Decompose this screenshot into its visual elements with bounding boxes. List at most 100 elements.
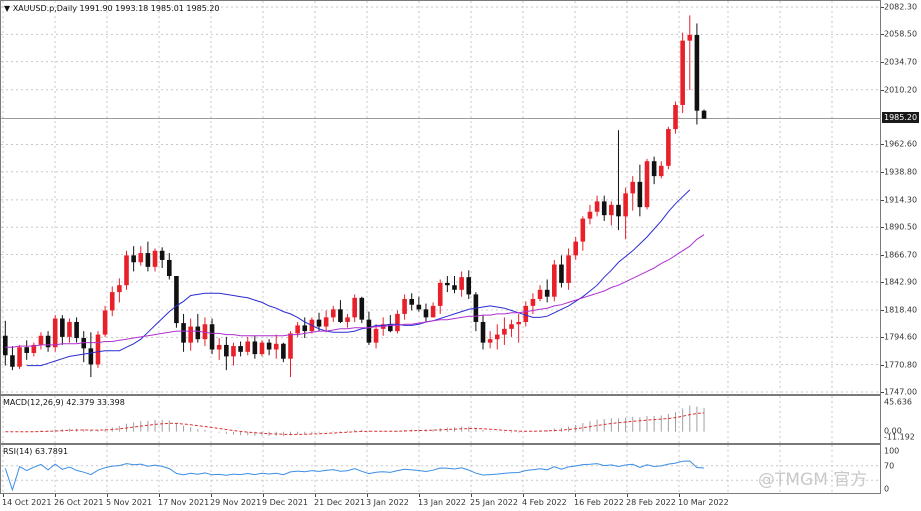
date-axis-tick [523,494,524,497]
candle-bear [252,341,258,355]
candle-bull [395,313,400,332]
candle-bull [523,305,529,322]
candle-bull [124,255,129,286]
candle-bull [188,326,193,343]
candle-bull [67,321,72,337]
candle-bull [288,333,293,359]
watermark: @TMGM 官方 [758,470,868,490]
date-axis-label: 17 Nov 2021 [158,498,210,507]
candle-bear [45,335,51,348]
candle-bear [316,319,322,327]
price-axis-tick [881,310,884,312]
date-axis-tick [3,494,4,497]
date-axis-tick [55,494,56,497]
date-axis-tick [679,494,680,497]
candle-bear [131,255,136,263]
candle-bear [159,250,165,260]
candle-bear [338,309,343,322]
candle-bull [680,40,685,105]
candle-bull [459,277,464,290]
rsi-axis-label: 0 [884,484,890,494]
price-axis-label: 2034.70 [884,57,918,67]
candle-bull [509,324,514,329]
price-axis-tick [881,364,884,366]
date-axis-tick [575,494,576,497]
rsi-line [4,460,705,492]
date-axis-tick [315,494,316,497]
price-axis-tick [881,254,884,256]
candle-bull [373,328,379,343]
candle-bull [109,292,115,311]
candle-bull [580,218,586,242]
candle-bull [487,339,493,343]
date-axis-label: 26 Oct 2021 [54,498,104,507]
macd-axis-label: -11.192 [884,432,915,442]
date-axis-tick [211,494,212,497]
macd-title: MACD(12,26,9) 42.379 33.398 [3,398,125,407]
candle-bear [409,298,415,305]
price-chart-panel[interactable] [0,0,881,395]
candle-bull [402,298,407,314]
candle-bear [238,346,243,352]
candle-bull [17,347,22,367]
candle-bull [516,321,521,325]
candle-bull [587,211,593,219]
candle-bull [573,241,578,256]
date-axis-label: 13 Jan 2022 [418,498,466,507]
candle-bear [559,264,564,283]
candle-bull [537,289,543,299]
candle-bull [644,161,650,208]
price-axis-tick [881,337,884,339]
price-axis-label: 1818.40 [884,305,918,315]
macd-panel[interactable] [0,395,881,444]
candle-bull [609,204,614,216]
price-axis-label: 1842.90 [884,277,918,287]
date-axis-tick [107,494,108,497]
candle-bull [430,305,436,318]
candle-bull [295,325,300,334]
candle-bear [466,277,472,295]
candle-bull [95,334,101,365]
candle-bull [594,201,600,212]
macd-axis-label: 45.636 [884,397,912,407]
price-axis-label: 1962.60 [884,139,918,149]
price-axis-tick [881,199,884,201]
candle-bull [630,181,636,194]
candle-bear [701,110,707,119]
price-axis-tick [881,392,884,393]
candle-bull [216,344,222,350]
candle-bear [694,34,700,111]
candle-bear [74,321,79,339]
price-axis-tick [881,227,884,229]
collapse-triangle-icon[interactable]: ▼ [4,4,11,13]
candle-bull [31,344,37,353]
candle-bear [637,181,643,208]
date-axis-label: 25 Jan 2022 [470,498,518,507]
date-axis-label: 9 Dec 2021 [262,498,309,507]
candle-bear [359,297,365,320]
rsi-axis-label: 70 [884,461,895,471]
price-axis-tick [881,89,884,91]
symbol-title-text: XAUUSD.p,Daily 1991.90 1993.18 1985.01 1… [12,4,220,13]
candle-bear [281,343,286,359]
candle-bear [616,204,621,217]
candle-bull [273,343,279,350]
date-axis-label: 21 Dec 2021 [314,498,366,507]
date-axis-tick [367,494,368,497]
rsi-panel[interactable] [0,444,881,494]
date-axis-label: 10 Mar 2022 [678,498,729,507]
moving-average-slow-line [5,234,705,348]
candle-bear [601,201,607,216]
price-axis-tick [881,171,884,173]
candle-bear [24,347,29,353]
candle-bull [437,282,443,306]
date-axis-tick [627,494,628,497]
candle-bear [3,335,8,356]
candle-bear [145,253,151,267]
candle-bull [494,334,500,340]
candle-bull [673,104,678,130]
date-axis-label: 4 Feb 2022 [522,498,567,507]
candle-bear [88,348,94,365]
candle-bull [658,165,664,177]
